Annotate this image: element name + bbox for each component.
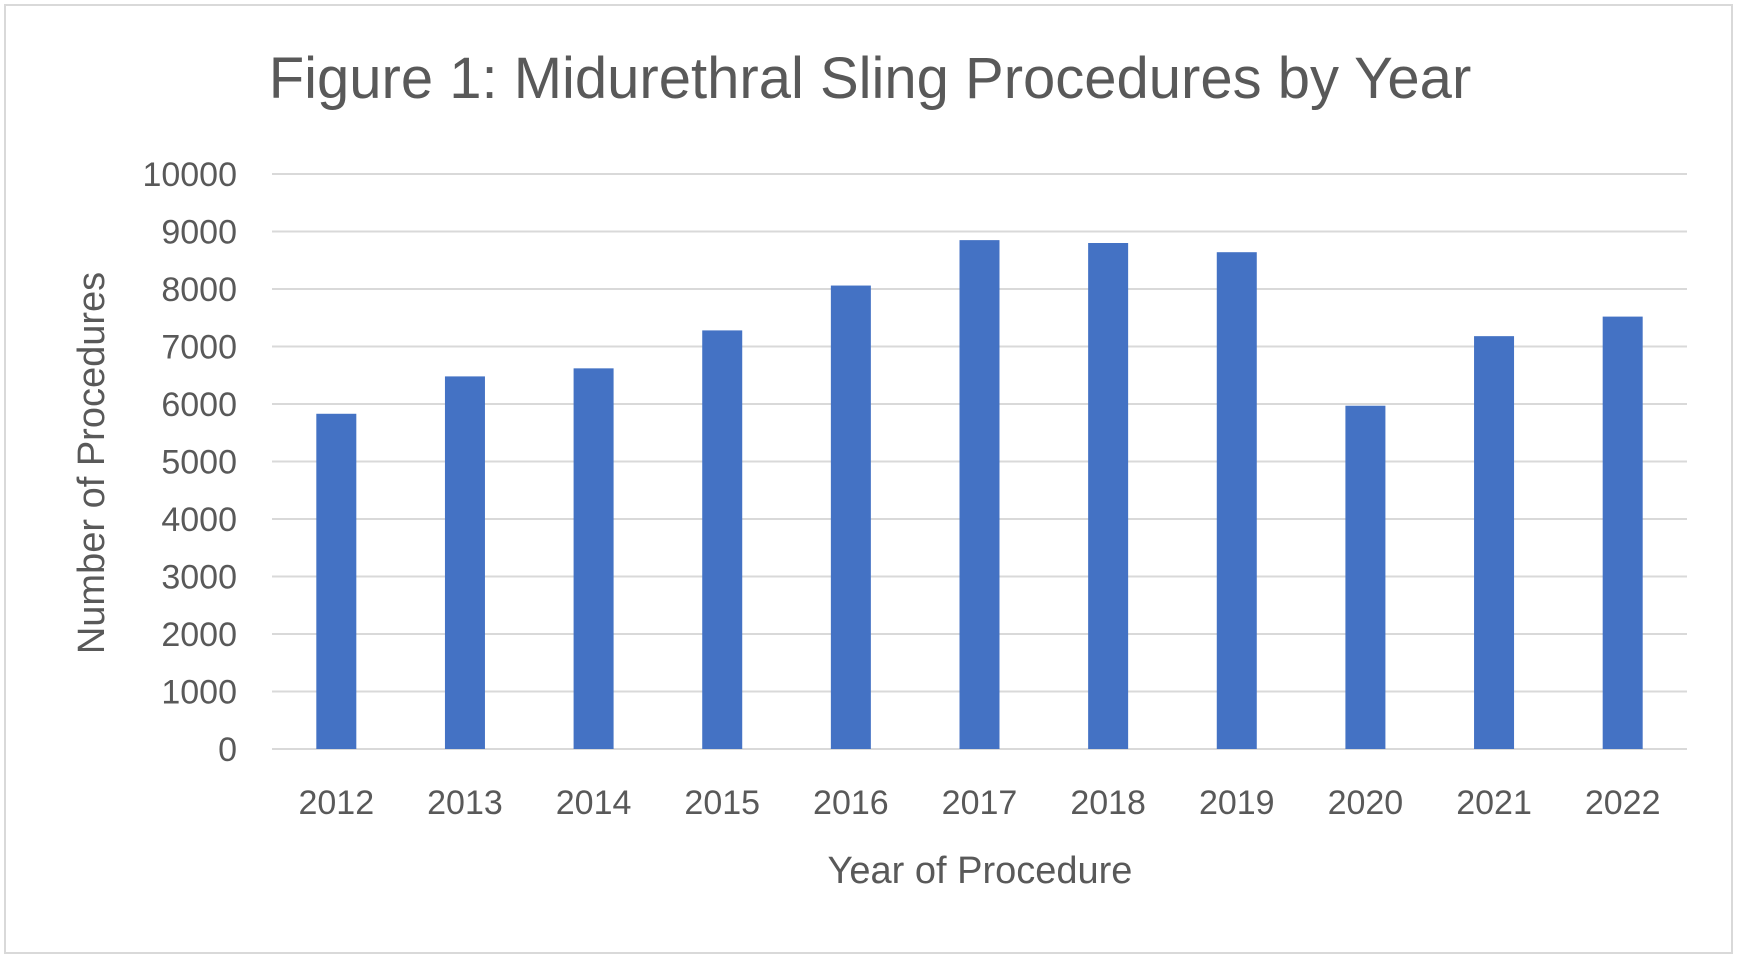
bar-2021 [1474,336,1515,749]
y-axis-label: Number of Procedures [71,272,113,654]
chart-title: Figure 1: Midurethral Sling Procedures b… [269,46,1472,111]
x-tick-label: 2021 [1456,784,1532,822]
x-tick-label: 2014 [556,784,632,822]
x-tick-label: 2013 [427,784,503,822]
bar-2019 [1216,252,1257,749]
y-tick-label: 9000 [161,214,237,252]
y-tick-label: 0 [218,731,237,769]
x-tick-label: 2015 [684,784,760,822]
y-tick-label: 5000 [161,444,237,482]
bar-2018 [1088,243,1129,749]
x-tick-label: 2018 [1070,784,1146,822]
bar-2022 [1602,316,1643,749]
y-tick-label: 8000 [161,271,237,309]
y-tick-label: 2000 [161,616,237,654]
bar-2013 [444,376,485,749]
bar-2014 [573,368,614,749]
x-tick-label: 2019 [1199,784,1275,822]
x-tick-label: 2012 [298,784,374,822]
x-tick-label: 2016 [813,784,889,822]
bar-2015 [702,330,743,749]
x-tick-label: 2017 [942,784,1018,822]
bars [316,240,1643,749]
y-tick-label: 10000 [142,156,237,194]
bar-2017 [959,240,1000,749]
y-tick-label: 7000 [161,329,237,367]
y-tick-label: 1000 [161,674,237,712]
bar-2020 [1345,405,1386,749]
x-tick-label: 2022 [1585,784,1661,822]
x-tick-label: 2020 [1328,784,1404,822]
x-axis-label: Year of Procedure [828,850,1133,892]
x-axis-ticks: 2012 2013 2014 2015 2016 2017 2018 2019 2020 2021… [298,784,1660,822]
y-tick-label: 4000 [161,501,237,539]
bar-2012 [316,413,357,749]
y-tick-label: 3000 [161,559,237,597]
y-axis-ticks: 0 1000 2000 3000 4000 5000 6000 7000 8000 9000 100… [142,156,237,769]
y-tick-label: 6000 [161,386,237,424]
bar-2016 [830,285,871,749]
